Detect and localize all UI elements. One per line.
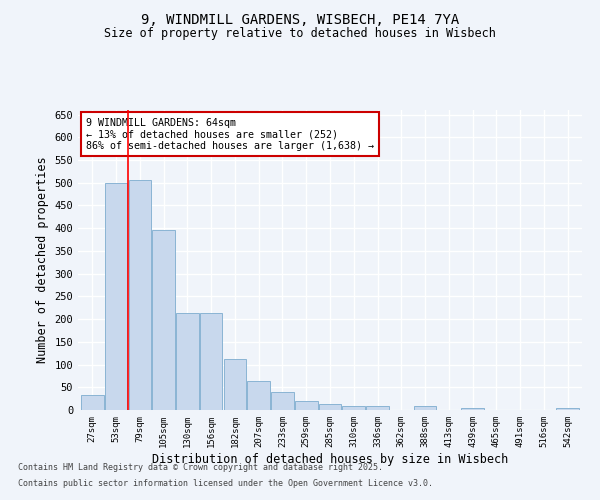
Bar (105, 182, 127, 410)
Bar (247, 381, 270, 410)
Bar (414, 406, 436, 410)
Bar (366, 406, 389, 410)
Y-axis label: Number of detached properties: Number of detached properties (36, 156, 49, 364)
Bar (271, 392, 294, 410)
Bar (81, 396, 104, 410)
Bar (152, 230, 175, 410)
Text: Contains HM Land Registry data © Crown copyright and database right 2025.: Contains HM Land Registry data © Crown c… (18, 464, 383, 472)
Bar (343, 406, 365, 410)
Bar (556, 408, 579, 410)
Text: Contains public sector information licensed under the Open Government Licence v3: Contains public sector information licen… (18, 478, 433, 488)
Text: 9 WINDMILL GARDENS: 64sqm
← 13% of detached houses are smaller (252)
86% of semi: 9 WINDMILL GARDENS: 64sqm ← 13% of detac… (86, 118, 374, 150)
Bar (128, 180, 151, 410)
Bar (295, 401, 317, 410)
Bar (461, 408, 484, 410)
Text: Size of property relative to detached houses in Wisbech: Size of property relative to detached ho… (104, 28, 496, 40)
Bar (200, 312, 223, 410)
Bar (176, 312, 199, 410)
Text: 9, WINDMILL GARDENS, WISBECH, PE14 7YA: 9, WINDMILL GARDENS, WISBECH, PE14 7YA (141, 12, 459, 26)
X-axis label: Distribution of detached houses by size in Wisbech: Distribution of detached houses by size … (152, 452, 508, 466)
Bar (319, 404, 341, 410)
Bar (224, 359, 246, 410)
